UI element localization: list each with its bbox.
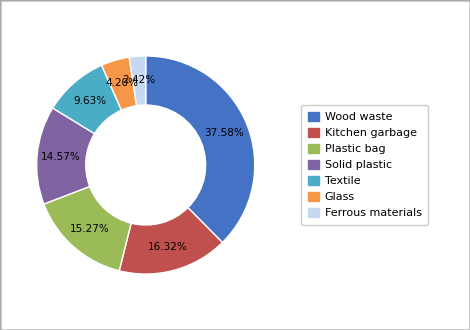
Legend: Wood waste, Kitchen garbage, Plastic bag, Solid plastic, Textile, Glass, Ferrous: Wood waste, Kitchen garbage, Plastic bag… <box>301 105 428 225</box>
Wedge shape <box>102 57 137 110</box>
Text: 4.20%: 4.20% <box>105 78 138 88</box>
Wedge shape <box>119 208 222 274</box>
Text: 16.32%: 16.32% <box>149 242 188 252</box>
Wedge shape <box>53 65 121 134</box>
Text: 14.57%: 14.57% <box>41 152 81 162</box>
Wedge shape <box>37 108 94 204</box>
Wedge shape <box>146 56 255 243</box>
Text: 37.58%: 37.58% <box>204 128 244 138</box>
Text: 2.42%: 2.42% <box>123 75 156 85</box>
Wedge shape <box>129 56 146 106</box>
Wedge shape <box>44 186 131 271</box>
Text: 9.63%: 9.63% <box>73 96 106 106</box>
Text: 15.27%: 15.27% <box>70 224 109 234</box>
